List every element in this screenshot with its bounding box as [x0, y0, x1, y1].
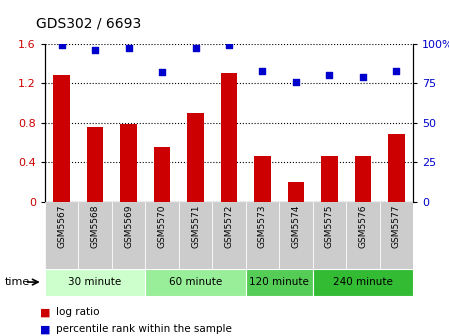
- Point: [326, 73, 333, 78]
- Text: ■: ■: [40, 324, 51, 334]
- Bar: [154, 147, 171, 202]
- Point: [158, 70, 166, 75]
- Point: [92, 47, 99, 53]
- Bar: [145, 269, 246, 296]
- Bar: [246, 202, 279, 269]
- Bar: [53, 75, 70, 202]
- Text: GSM5570: GSM5570: [158, 205, 167, 248]
- Bar: [379, 202, 413, 269]
- Text: GDS302 / 6693: GDS302 / 6693: [36, 16, 141, 30]
- Point: [393, 68, 400, 73]
- Bar: [79, 202, 112, 269]
- Text: log ratio: log ratio: [56, 307, 100, 318]
- Text: GSM5575: GSM5575: [325, 205, 334, 248]
- Bar: [246, 269, 313, 296]
- Point: [292, 79, 299, 84]
- Bar: [179, 202, 212, 269]
- Text: GSM5572: GSM5572: [224, 205, 233, 248]
- Bar: [87, 127, 103, 202]
- Point: [125, 46, 132, 51]
- Bar: [120, 124, 137, 202]
- Text: GSM5567: GSM5567: [57, 205, 66, 248]
- Bar: [388, 134, 405, 202]
- Text: 60 minute: 60 minute: [169, 277, 222, 287]
- Text: 240 minute: 240 minute: [333, 277, 393, 287]
- Bar: [321, 156, 338, 202]
- Text: GSM5577: GSM5577: [392, 205, 401, 248]
- Bar: [112, 202, 145, 269]
- Text: ■: ■: [40, 307, 51, 318]
- Text: GSM5571: GSM5571: [191, 205, 200, 248]
- Bar: [355, 156, 371, 202]
- Point: [225, 43, 233, 48]
- Text: GSM5568: GSM5568: [91, 205, 100, 248]
- Text: time: time: [4, 277, 30, 287]
- Text: GSM5569: GSM5569: [124, 205, 133, 248]
- Point: [259, 68, 266, 73]
- Bar: [313, 202, 346, 269]
- Bar: [279, 202, 313, 269]
- Point: [192, 46, 199, 51]
- Bar: [254, 156, 271, 202]
- Bar: [45, 269, 145, 296]
- Text: GSM5576: GSM5576: [358, 205, 367, 248]
- Bar: [313, 269, 413, 296]
- Bar: [145, 202, 179, 269]
- Bar: [187, 113, 204, 202]
- Point: [58, 43, 65, 48]
- Bar: [220, 73, 238, 202]
- Text: 30 minute: 30 minute: [69, 277, 122, 287]
- Point: [359, 74, 366, 80]
- Bar: [287, 182, 304, 202]
- Text: 120 minute: 120 minute: [249, 277, 309, 287]
- Text: GSM5573: GSM5573: [258, 205, 267, 248]
- Bar: [346, 202, 379, 269]
- Bar: [212, 202, 246, 269]
- Text: GSM5574: GSM5574: [291, 205, 300, 248]
- Text: percentile rank within the sample: percentile rank within the sample: [56, 324, 232, 334]
- Bar: [45, 202, 79, 269]
